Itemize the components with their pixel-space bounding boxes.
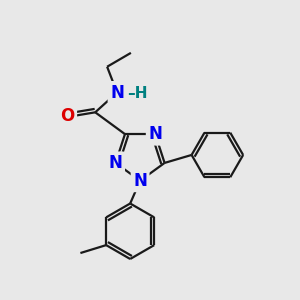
Text: N: N <box>110 83 124 101</box>
Text: O: O <box>60 107 75 125</box>
Text: N: N <box>148 125 162 143</box>
Text: N: N <box>133 172 147 190</box>
Text: N: N <box>109 154 122 172</box>
Text: –H: –H <box>127 86 147 101</box>
